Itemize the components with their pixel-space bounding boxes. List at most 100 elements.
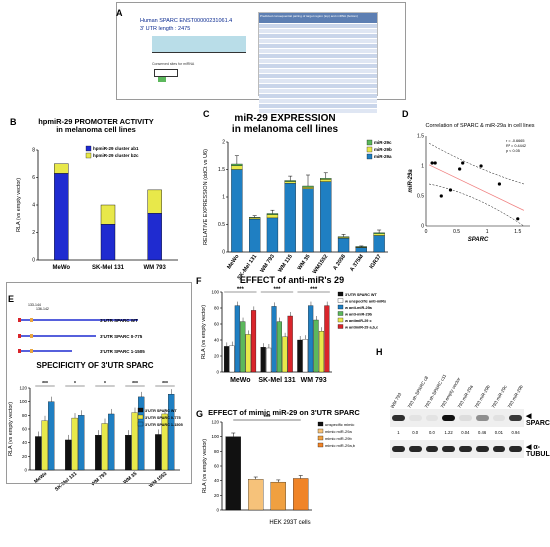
c-x-label: WM1552 [312, 254, 330, 275]
panel-b-title-line1: hpmiR-29 PROMOTER ACTIVITY [38, 117, 154, 126]
panel-d-title: Correlation of SPARC & miR-29a in cell l… [425, 123, 535, 129]
e-sig-label: *** [162, 381, 168, 387]
utr-length: 3' UTR length : 2475 [140, 26, 191, 32]
g-bar-2 [270, 481, 286, 511]
f-bar-0-2 [297, 339, 303, 373]
g-bar-1 [248, 479, 264, 511]
g-legend-swatch [317, 421, 324, 427]
b-y-tick-label: 0 [32, 258, 35, 264]
g-legend-swatch [317, 442, 324, 448]
panel-c-title: miR-29 EXPRESSION in melanoma cell lines [205, 113, 365, 135]
g-legend-label: mimic miR-29a,b [325, 443, 356, 448]
d-x-tick-label: 0.5 [453, 229, 460, 235]
e-y-tick-label: 40 [22, 440, 28, 445]
e-legend-swatch [137, 407, 144, 413]
c-bar-1-1 [249, 217, 261, 220]
f-bar-2-2 [308, 305, 314, 373]
quant-value: 1.22 [444, 430, 453, 435]
f-legend-swatch [337, 304, 344, 310]
panel-g-letter: G [196, 409, 204, 419]
c-x-label: IGR37 [369, 254, 383, 270]
c-legend-label: miR-29c [374, 140, 392, 145]
panel-h-blot: WM 793 793 sh-SPARC c8 793 sh-SPARC c11 793… [386, 352, 550, 482]
lane-label: 793 miR-29b [506, 384, 525, 409]
c-x-label: A 375M [349, 253, 365, 272]
site-marker [158, 77, 166, 82]
f-y-tick-label: 80 [214, 306, 220, 311]
d-xlabel: SPARC [468, 237, 489, 243]
f-bar-4-0 [245, 334, 251, 373]
c-legend-swatch [366, 139, 373, 146]
f-y-tick-label: 100 [211, 290, 219, 295]
gene-title: Human SPARC ENST00000231061.4 [140, 18, 233, 24]
f-bar-1-0 [229, 345, 235, 373]
tubulin-band [492, 446, 506, 452]
f-legend-label: 3'UTR SPARC WT [345, 293, 378, 297]
e-bar-2-2 [108, 413, 115, 471]
panel-g-xlabel: HEK 293T cells [269, 520, 311, 526]
e-sig-label: * [74, 381, 76, 387]
f-x-label: SK-Mel 131 [258, 377, 295, 384]
f-bar-3-2 [313, 319, 319, 373]
d-ylabel: miR-29a [408, 169, 414, 193]
e-construct-label: 3'UTR SPARC 1-1505 [100, 349, 145, 354]
g-y-tick-label: 20 [214, 493, 220, 498]
e-y-tick-label: 20 [22, 454, 28, 459]
f-legend-label: w antimiR-29 c [344, 319, 372, 323]
tubulin-band-label: ◀ α-TUBULIN [526, 443, 550, 458]
f-legend-swatch [337, 311, 344, 316]
e-legend-label: 3'UTR SPARC 1-1505 [145, 423, 183, 427]
g-y-tick-label: 0 [216, 508, 219, 513]
b-bar-0-0 [54, 173, 69, 261]
e-sig-label: *** [42, 381, 48, 387]
f-sig-label: *** [310, 287, 318, 293]
e-y-tick-label: 60 [22, 427, 28, 432]
c-bar-0-5 [320, 181, 332, 253]
tubulin-band [475, 446, 489, 452]
sparc-label-text: SPARC [526, 420, 550, 427]
c-bar-1-6 [337, 236, 350, 239]
panel-b-letter: B [10, 117, 17, 127]
f-legend-swatch [337, 317, 344, 323]
f-legend-label: w anti-miR-29a [344, 306, 373, 310]
e-bar-2-1 [78, 415, 85, 471]
panel-f-letter: F [196, 276, 202, 286]
c-bar-0-1 [249, 218, 261, 253]
g-y-tick-label: 80 [214, 449, 220, 454]
panel-h-letter: H [376, 347, 383, 357]
e-site-label-2: 136-142 [36, 307, 49, 311]
d-point [448, 188, 453, 192]
sparc-band [475, 415, 489, 421]
d-x-tick-label: 0 [425, 229, 428, 235]
panel-c-letter: C [203, 109, 210, 119]
e-bar-2-4 [168, 393, 175, 471]
g-legend-swatch [317, 428, 324, 434]
c-bar-0-4 [302, 188, 314, 253]
f-x-label: MeWo [230, 377, 250, 384]
e-y-tick-label: 120 [19, 386, 27, 391]
b-legend-label: hpmiR-29 cluster b2c [93, 153, 139, 158]
sparc-band [425, 415, 439, 421]
e-construct-box [18, 349, 21, 353]
panel-b-title-line2: in melanoma cell lines [56, 124, 136, 134]
g-y-tick-label: 120 [211, 420, 219, 425]
b-bar-1-0 [54, 163, 69, 174]
d-point [433, 161, 437, 165]
table-row [259, 108, 377, 113]
e-construct-label: 3'UTR SPARC WT [100, 318, 138, 323]
tubulin-band [425, 446, 439, 452]
d-ci-lower [429, 183, 525, 227]
b-legend-label: hpmiR-29 cluster ab1 [93, 146, 139, 151]
f-bar-0-0 [223, 346, 230, 373]
sparc-band [408, 415, 422, 421]
f-legend-label: w anti-miR-29b [344, 313, 373, 317]
sparc-band [392, 415, 405, 421]
b-bar-1-1 [100, 204, 116, 225]
table-row [259, 48, 377, 53]
panel-g-title: EFFECT of mimic miR-29 on 3'UTR SPARC [208, 408, 360, 417]
g-y-tick-label: 60 [214, 464, 220, 469]
lane-label: 793 miR-29b [473, 384, 491, 409]
d-stat-line: p < 0.05 [506, 149, 520, 153]
quant-value: 0.01 [494, 430, 503, 435]
e-bar-0-0 [35, 436, 42, 471]
